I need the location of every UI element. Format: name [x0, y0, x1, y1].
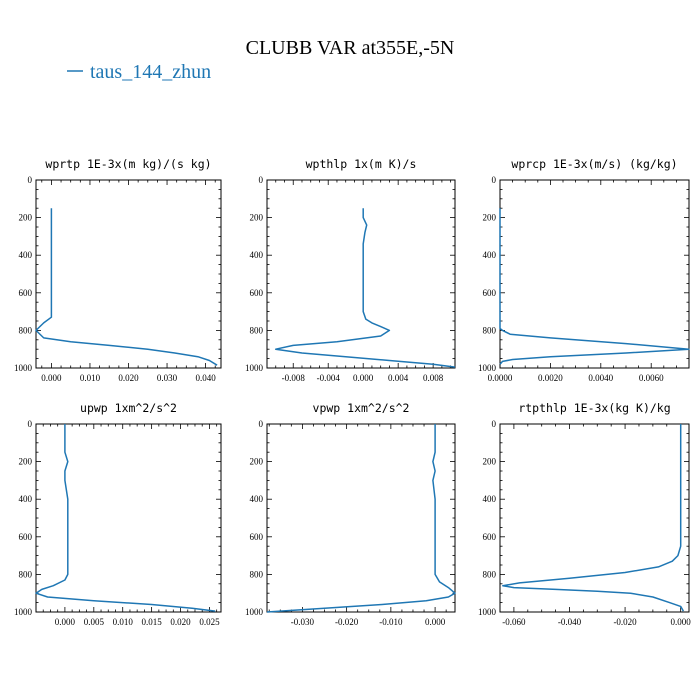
y-tick-label: 400	[483, 250, 497, 260]
y-tick-label: 600	[483, 288, 497, 298]
subplot-title: wprcp 1E-3x(m/s) (kg/kg)	[511, 157, 677, 171]
y-tick-label: 600	[250, 532, 264, 542]
plot-frame	[499, 423, 690, 613]
y-tick-label: 800	[250, 569, 264, 579]
x-tick-label: 0.020	[170, 617, 191, 627]
x-tick-label: 0.010	[80, 373, 101, 383]
y-tick-label: 200	[483, 213, 497, 223]
y-tick-label: 1000	[245, 363, 264, 373]
figure-title: CLUBB VAR at355E,-5N	[246, 37, 455, 59]
series-line-1	[499, 208, 690, 365]
x-tick-label: 0.000	[353, 373, 374, 383]
series-line-1	[266, 424, 456, 613]
series-line-1	[502, 424, 685, 612]
y-tick-label: 600	[19, 532, 33, 542]
y-tick-label: 600	[483, 532, 497, 542]
subplot-6: rtpthlp 1E-3x(kg K)/kg02004006008001000-…	[478, 401, 691, 627]
y-tick-label: 0	[28, 175, 33, 185]
plot-frame	[35, 423, 222, 613]
subplot-2: wpthlp 1x(m K)/s 0 200 400 600 800 1000 -0.008 -…	[245, 157, 456, 383]
subplot-1: wprtp 1E-3x(m kg)/(s kg) 0 200 400 600 800 100…	[14, 157, 222, 383]
subplot-3: wprcp 1E-3x(m/s) (kg/kg) 0 200 400 600 800 100…	[478, 157, 690, 383]
y-tick-label: 600	[19, 288, 33, 298]
y-tick-label: 200	[19, 457, 33, 467]
x-tick-label: -0.010	[379, 617, 403, 627]
y-tick-label: 0	[28, 419, 33, 429]
y-tick-label: 400	[250, 494, 264, 504]
plot-frame	[266, 179, 456, 369]
y-tick-label: 0	[259, 175, 264, 185]
y-tick-label: 400	[19, 250, 33, 260]
x-tick-label: -0.060	[502, 617, 526, 627]
y-tick-label: 1000	[478, 607, 497, 617]
y-tick-label: 1000	[245, 607, 264, 617]
x-tick-label: 0.0000	[488, 373, 513, 383]
x-tick-label: 0.000	[671, 617, 692, 627]
x-tick-label: 0.0060	[639, 373, 664, 383]
x-tick-label: -0.020	[335, 617, 359, 627]
x-tick-label: 0.0040	[588, 373, 613, 383]
y-tick-label: 1000	[14, 363, 33, 373]
x-tick-label: 0.030	[157, 373, 178, 383]
x-tick-label: 0.0020	[538, 373, 563, 383]
subplot-4: upwp 1xm^2/s^2 0 200 400 600 800 1000 0.000 0.00…	[14, 401, 222, 627]
subplot-title: wpthlp 1x(m K)/s	[306, 157, 417, 171]
x-tick-label: 0.008	[423, 373, 444, 383]
y-tick-label: 400	[250, 250, 264, 260]
y-tick-label: 800	[250, 325, 264, 335]
x-tick-label: 0.004	[388, 373, 409, 383]
x-tick-label: 0.010	[113, 617, 134, 627]
y-tick-label: 0	[259, 419, 264, 429]
x-tick-label: 0.005	[84, 617, 105, 627]
y-tick-label: 1000	[478, 363, 497, 373]
series-line-1	[35, 424, 216, 612]
series-line-1	[274, 208, 456, 368]
plot-frame	[35, 179, 222, 369]
x-tick-label: 0.020	[118, 373, 139, 383]
y-tick-label: 400	[19, 494, 33, 504]
x-tick-label: -0.040	[558, 617, 582, 627]
subplot-title: vpwp 1xm^2/s^2	[313, 401, 410, 415]
x-tick-label: 0.000	[425, 617, 446, 627]
x-tick-label: 0.000	[55, 617, 76, 627]
x-tick-label: -0.030	[291, 617, 315, 627]
y-tick-label: 800	[483, 569, 497, 579]
plot-frame	[499, 179, 690, 369]
y-tick-label: 1000	[14, 607, 33, 617]
plot-frame	[266, 423, 456, 613]
x-tick-label: -0.008	[282, 373, 306, 383]
legend-label: taus_144_zhun	[90, 61, 211, 83]
subplot-title: wprtp 1E-3x(m kg)/(s kg)	[45, 157, 211, 171]
x-tick-label: 0.040	[195, 373, 216, 383]
subplot-grid: wprtp 1E-3x(m kg)/(s kg) 0 200 400 600 800 100…	[14, 157, 691, 627]
y-tick-label: 200	[483, 457, 497, 467]
x-tick-label: 0.000	[41, 373, 62, 383]
series-line-1	[35, 208, 218, 366]
x-tick-label: -0.004	[317, 373, 341, 383]
x-tick-label: -0.020	[613, 617, 637, 627]
y-tick-label: 200	[19, 213, 33, 223]
y-tick-label: 600	[250, 288, 264, 298]
subplot-title: rtpthlp 1E-3x(kg K)/kg	[518, 401, 670, 415]
y-tick-label: 800	[19, 569, 33, 579]
y-tick-label: 200	[250, 457, 264, 467]
subplot-title: upwp 1xm^2/s^2	[80, 401, 177, 415]
y-tick-label: 0	[492, 175, 497, 185]
y-tick-label: 0	[492, 419, 497, 429]
y-tick-label: 400	[483, 494, 497, 504]
y-tick-label: 800	[19, 325, 33, 335]
x-tick-label: 0.025	[199, 617, 220, 627]
x-tick-label: 0.015	[142, 617, 163, 627]
subplot-5: vpwp 1xm^2/s^2 0 200 400 600 800 1000 -0.030 -0.…	[245, 401, 456, 627]
y-tick-label: 200	[250, 213, 264, 223]
figure-legend: taus_144_zhun	[67, 61, 211, 83]
y-tick-label: 800	[483, 325, 497, 335]
